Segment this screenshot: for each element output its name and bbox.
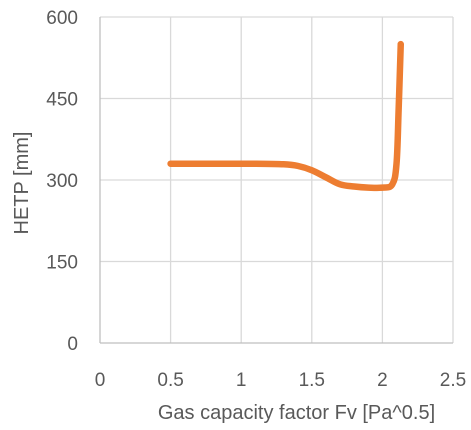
- y-tick-label: 0: [67, 334, 78, 355]
- series-line: [167, 40, 405, 192]
- x-tick-label: 1: [236, 370, 247, 391]
- y-tick-label: 450: [46, 90, 78, 111]
- y-tick-label: 150: [46, 253, 78, 274]
- y-tick-label: 300: [46, 171, 78, 192]
- y-axis-title: HETP [mm]: [11, 132, 33, 235]
- tick-labels: 0 0.5 1 1.5 2 2.5 0 150 300 450 600: [46, 8, 466, 391]
- axes: [99, 17, 453, 344]
- x-tick-label: 2: [377, 370, 388, 391]
- x-axis-title: Gas capacity factor Fv [Pa^0.5]: [158, 402, 435, 424]
- y-tick-label: 600: [46, 8, 78, 29]
- x-tick-label: 0.5: [157, 370, 183, 391]
- x-tick-label: 1.5: [299, 370, 325, 391]
- x-tick-label: 2.5: [440, 370, 466, 391]
- series-layer: [167, 40, 405, 192]
- x-tick-label: 0: [95, 370, 106, 391]
- grid: [100, 16, 454, 343]
